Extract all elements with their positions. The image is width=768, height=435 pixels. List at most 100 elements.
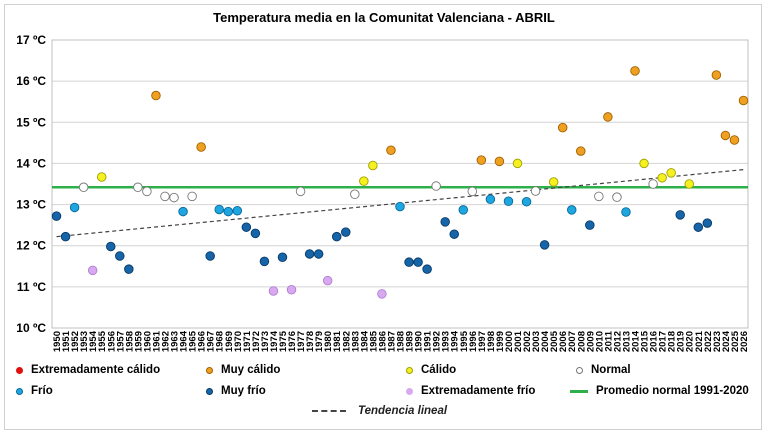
x-tick-label: 2000	[504, 331, 515, 352]
data-point-2013	[621, 207, 631, 217]
x-tick-label: 1988	[396, 331, 407, 352]
legend-marker-extremadamente-calido	[16, 366, 23, 374]
x-tick-label: 2004	[540, 330, 551, 352]
x-tick-label: 1972	[251, 331, 262, 352]
x-tick-label: 1964	[179, 330, 190, 352]
data-point-1981	[331, 231, 342, 242]
x-tick-label: 2015	[640, 330, 651, 352]
data-point-1994	[449, 229, 459, 239]
x-tick-label: 1961	[151, 330, 162, 352]
data-point-1989	[404, 257, 414, 267]
x-tick-label: 2006	[558, 331, 569, 352]
x-tick-label: 2011	[603, 330, 614, 351]
data-point-2015	[639, 158, 649, 169]
y-tick-label: 15 ºC	[16, 115, 46, 129]
y-tick-label: 12 ºC	[16, 239, 46, 253]
legend-item-muy-calido: Muy cálido	[206, 364, 280, 376]
x-tick-label: 1969	[224, 331, 235, 352]
data-point-1975	[277, 252, 288, 262]
data-point-1996	[467, 186, 478, 197]
x-tick-label: 1981	[332, 330, 343, 352]
data-point-1973	[259, 256, 270, 267]
x-tick-label: 1957	[115, 331, 126, 352]
data-point-1980	[322, 275, 333, 286]
x-tick-label: 1960	[142, 331, 153, 352]
data-point-2001	[512, 158, 523, 169]
data-point-2002	[521, 196, 532, 207]
plot-area	[51, 39, 749, 329]
data-point-2005	[548, 177, 559, 187]
legend-marker-calido	[406, 366, 413, 374]
legend: Extremadamente cálido Muy cálido Cálido …	[16, 364, 756, 424]
legend-label: Extremadamente frío	[421, 385, 536, 397]
data-point-2004	[539, 240, 550, 250]
x-tick-label: 1998	[486, 331, 497, 352]
x-tick-label: 1984	[359, 330, 370, 352]
data-point-1968	[214, 204, 224, 215]
x-tick-label: 1976	[287, 331, 298, 352]
data-point-1967	[205, 251, 215, 261]
x-tick-label: 1963	[170, 331, 181, 352]
data-point-2020	[684, 179, 694, 189]
data-point-1995	[458, 205, 469, 215]
legend-marker-trend	[312, 410, 346, 412]
legend-label: Tendencia lineal	[358, 405, 448, 417]
x-tick-label: 1971	[242, 330, 253, 352]
x-tick-label: 1979	[314, 331, 325, 352]
x-tick-label: 2003	[531, 331, 542, 352]
x-tick-label: 1982	[341, 331, 352, 352]
data-point-2009	[585, 220, 595, 230]
data-point-1987	[386, 145, 396, 156]
x-tick-label: 1968	[215, 331, 226, 352]
data-point-1993	[440, 217, 450, 227]
data-point-2026	[738, 95, 749, 106]
x-tick-label: 1974	[269, 330, 280, 352]
data-point-1960	[142, 186, 152, 197]
data-point-2000	[503, 196, 514, 207]
legend-label: Muy cálido	[221, 364, 281, 376]
data-point-2016	[648, 179, 658, 189]
data-point-1952	[69, 202, 80, 213]
data-point-1955	[96, 172, 107, 182]
data-point-1983	[350, 189, 360, 200]
data-point-1986	[377, 289, 387, 299]
x-tick-label: 2020	[685, 331, 696, 352]
y-tick-label: 17 ºC	[16, 33, 46, 47]
legend-label: Muy frío	[221, 385, 266, 397]
x-tick-label: 1986	[377, 331, 388, 352]
x-tick-label: 2014	[631, 330, 642, 352]
data-point-1954	[87, 265, 98, 276]
data-point-2008	[576, 146, 586, 156]
chart-title: Temperatura media en la Comunitat Valenc…	[213, 10, 555, 25]
x-tick-label: 2023	[712, 331, 723, 352]
y-tick-label: 10 ºC	[16, 321, 46, 335]
legend-label: Normal	[591, 364, 631, 376]
data-point-1999	[494, 156, 505, 167]
x-tick-label: 1983	[350, 331, 361, 352]
data-point-1962	[160, 191, 170, 202]
data-point-1992	[431, 181, 441, 191]
x-tick-label: 1990	[414, 331, 425, 352]
legend-marker-muy-frio	[206, 387, 213, 395]
data-point-2018	[666, 168, 676, 178]
x-tick-label: 2025	[730, 330, 741, 352]
data-point-1971	[241, 222, 252, 232]
y-tick-label: 16 ºC	[16, 74, 46, 88]
data-point-1976	[286, 284, 297, 295]
x-tick-label: 2008	[576, 331, 587, 352]
x-tick-label: 1995	[459, 330, 470, 352]
legend-item-tendencia-lineal: Tendencia lineal	[312, 405, 447, 417]
legend-item-calido: Cálido	[406, 364, 456, 376]
legend-item-extremadamente-frio: Extremadamente frío	[406, 385, 535, 397]
x-tick-label: 1975	[278, 330, 289, 352]
legend-item-normal: Normal	[576, 364, 631, 376]
data-point-1978	[304, 249, 315, 259]
x-tick-label: 2017	[658, 331, 669, 352]
x-tick-label: 2022	[703, 331, 714, 352]
legend-marker-extremadamente-frio	[406, 387, 413, 395]
x-tick-label: 1997	[477, 331, 488, 352]
data-point-2014	[630, 66, 640, 76]
x-tick-label: 1952	[70, 331, 81, 352]
x-tick-label: 1978	[305, 331, 316, 352]
data-point-1951	[60, 231, 71, 242]
